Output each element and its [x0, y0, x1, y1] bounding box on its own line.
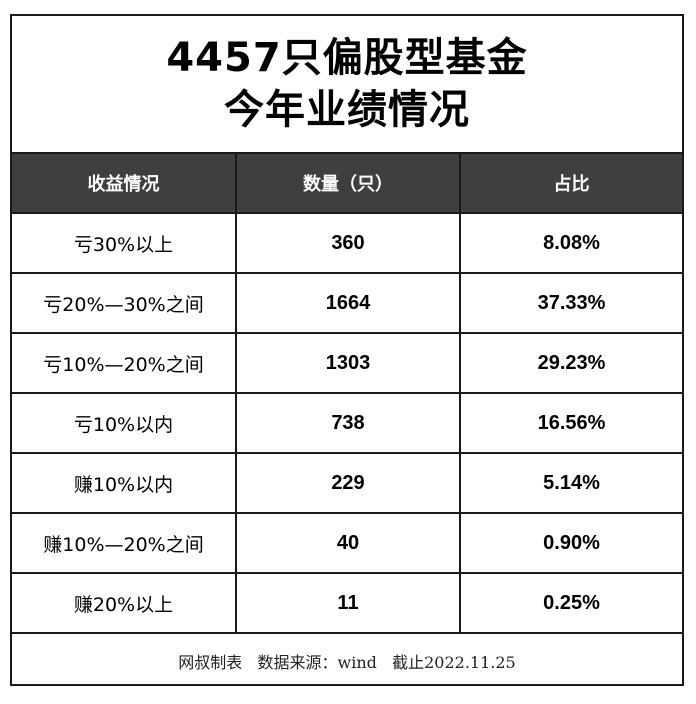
header-share: 占比: [460, 154, 682, 214]
header-count: 数量（只）: [236, 154, 461, 214]
table-body: 亏30%以上 360 8.08% 亏20%—30%之间 1664 37.33% …: [12, 213, 682, 634]
row-share: 29.23%: [460, 333, 682, 394]
row-category: 亏20%—30%之间: [12, 273, 237, 334]
table-row: 亏10%以内 738 16.56%: [12, 393, 682, 454]
row-count: 40: [236, 513, 461, 574]
header-row: 收益情况 数量（只） 占比: [12, 154, 682, 214]
fund-performance-table-card: 4457只偏股型基金 今年业绩情况 收益情况 数量（只） 占比 亏30%以上 3…: [10, 14, 684, 686]
table-row: 亏20%—30%之间 1664 37.33%: [12, 273, 682, 334]
row-count: 229: [236, 453, 461, 514]
source-footer: 网叔制表 数据来源：wind 截止2022.11.25: [178, 653, 516, 672]
row-share: 8.08%: [460, 213, 682, 274]
row-category: 亏10%—20%之间: [12, 333, 237, 394]
row-count: 1664: [236, 273, 461, 334]
performance-table: 收益情况 数量（只） 占比 亏30%以上 360 8.08% 亏20%—30%之…: [12, 154, 682, 634]
header-category: 收益情况: [12, 154, 237, 214]
row-category: 赚10%—20%之间: [12, 513, 237, 574]
title-line-1: 4457只偏股型基金: [166, 35, 528, 81]
table-row: 亏10%—20%之间 1303 29.23%: [12, 333, 682, 394]
row-category: 赚10%以内: [12, 453, 237, 514]
table-row: 赚10%以内 229 5.14%: [12, 453, 682, 514]
row-share: 0.25%: [460, 573, 682, 634]
table-header: 收益情况 数量（只） 占比: [12, 154, 682, 214]
row-count: 11: [236, 573, 461, 634]
table-row: 亏30%以上 360 8.08%: [12, 213, 682, 274]
row-category: 亏30%以上: [12, 213, 237, 274]
title-block: 4457只偏股型基金 今年业绩情况: [12, 16, 682, 154]
row-share: 16.56%: [460, 393, 682, 454]
row-category: 赚20%以上: [12, 573, 237, 634]
row-count: 1303: [236, 333, 461, 394]
title-line-2: 今年业绩情况: [224, 87, 470, 133]
table-row: 赚10%—20%之间 40 0.90%: [12, 513, 682, 574]
row-share: 37.33%: [460, 273, 682, 334]
row-share: 0.90%: [460, 513, 682, 574]
row-category: 亏10%以内: [12, 393, 237, 454]
table-row: 赚20%以上 11 0.25%: [12, 573, 682, 634]
row-share: 5.14%: [460, 453, 682, 514]
row-count: 738: [236, 393, 461, 454]
row-count: 360: [236, 213, 461, 274]
